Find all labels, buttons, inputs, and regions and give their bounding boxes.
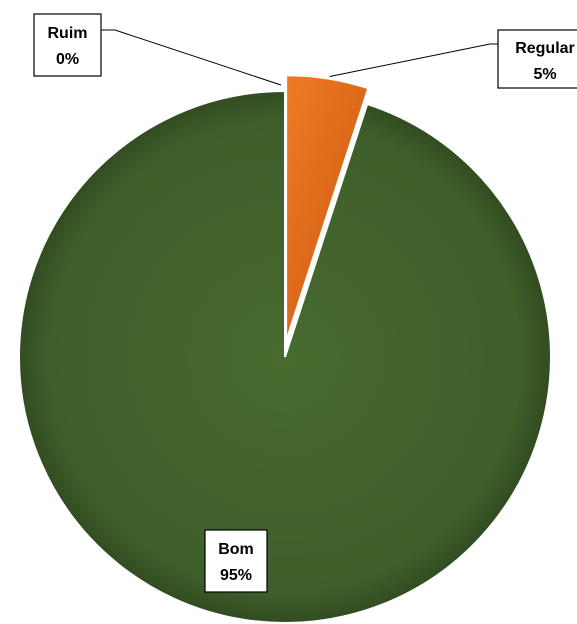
label-category-regular: Regular <box>515 40 575 57</box>
leader-line-regular <box>329 43 498 77</box>
data-label-regular: Regular 5% <box>497 29 577 89</box>
data-label-bom: Bom 95% <box>204 529 268 593</box>
data-label-ruim: Ruim 0% <box>33 13 102 77</box>
pie-slice-bom <box>18 89 552 624</box>
leader-line-ruim <box>101 29 282 86</box>
label-percent-regular: 5% <box>533 66 556 83</box>
pie-slice-regular <box>285 74 370 342</box>
label-category-bom: Bom <box>218 541 254 558</box>
label-category-ruim: Ruim <box>48 25 88 42</box>
label-percent-bom: 95% <box>220 567 252 584</box>
label-percent-ruim: 0% <box>56 51 79 68</box>
